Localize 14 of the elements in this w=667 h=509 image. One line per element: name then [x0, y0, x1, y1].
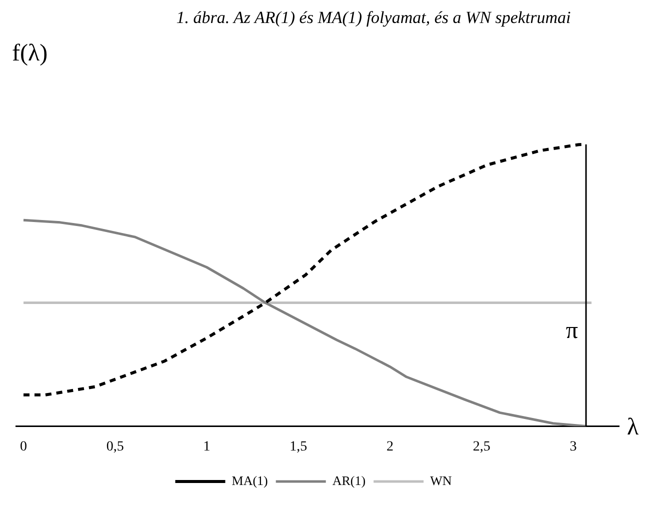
chart-title: 1. ábra. Az AR(1) és MA(1) folyamat, és a WN spektrumai — [175, 8, 572, 28]
y-axis-title: f(λ) — [12, 40, 48, 66]
x-tick-label: 2,5 — [472, 439, 490, 454]
ref-line-label: π — [566, 318, 578, 344]
x-tick-label: 1,5 — [290, 439, 308, 454]
legend-label: MA(1) — [232, 472, 268, 488]
legend-label: AR(1) — [332, 472, 366, 488]
x-tick-label: 0,5 — [106, 439, 124, 454]
x-tick-label: 1 — [203, 439, 210, 454]
legend-label: WN — [430, 472, 452, 488]
x-tick-label: 0 — [20, 439, 27, 454]
x-axis-title: λ — [627, 414, 639, 440]
x-tick-label: 3 — [570, 439, 577, 454]
x-tick-label: 2 — [386, 439, 394, 454]
